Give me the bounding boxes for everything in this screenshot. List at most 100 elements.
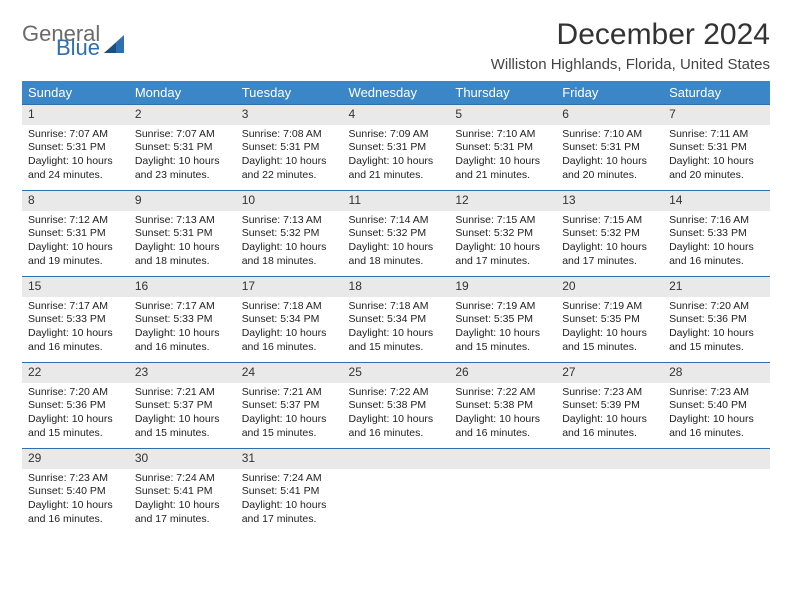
sunrise-text: Sunrise: 7:10 AM bbox=[562, 128, 657, 142]
sunrise-text: Sunrise: 7:18 AM bbox=[349, 300, 444, 314]
calendar-day-cell: 17 Sunrise: 7:18 AMSunset: 5:34 PMDayligh… bbox=[236, 276, 343, 362]
calendar-day-cell: 8Sunrise: 7:12 AMSunset: 5:31 PMDaylight… bbox=[22, 190, 129, 276]
sunset-text: Sunset: 5:35 PM bbox=[562, 313, 657, 327]
calendar-day-cell: 23Sunrise: 7:21 AMSunset: 5:37 PMDayligh… bbox=[129, 362, 236, 448]
sunrise-text: Sunrise: 7:14 AM bbox=[349, 214, 444, 228]
header-saturday: Saturday bbox=[663, 81, 770, 104]
sunrise-text: Sunrise: 7:22 AM bbox=[455, 386, 550, 400]
sunset-text: Sunset: 5:38 PM bbox=[349, 399, 444, 413]
sunset-text: Sunset: 5:34 PM bbox=[242, 313, 337, 327]
sunrise-text: Sunrise: 7:21 AM bbox=[135, 386, 230, 400]
day-content-empty bbox=[449, 469, 556, 529]
daylight-text: Daylight: 10 hours and 15 minutes. bbox=[349, 327, 444, 354]
day-content: Sunrise: 7:19 AMSunset: 5:35 PMDaylight:… bbox=[556, 297, 663, 361]
day-content: Sunrise: 7:14 AMSunset: 5:32 PMDaylight:… bbox=[343, 211, 450, 275]
day-number: 18 bbox=[343, 276, 450, 297]
day-content: Sunrise: 7:23 AMSunset: 5:40 PMDaylight:… bbox=[22, 469, 129, 533]
sunrise-text: Sunrise: 7:18 AM bbox=[242, 300, 337, 314]
calendar-day-cell: 3Sunrise: 7:08 AMSunset: 5:31 PMDaylight… bbox=[236, 104, 343, 190]
day-content-empty bbox=[663, 469, 770, 529]
calendar-day-cell: 14Sunrise: 7:16 AMSunset: 5:33 PMDayligh… bbox=[663, 190, 770, 276]
sunset-text: Sunset: 5:33 PM bbox=[28, 313, 123, 327]
day-number: 21 bbox=[663, 276, 770, 297]
sunset-text: Sunset: 5:36 PM bbox=[669, 313, 764, 327]
header-tuesday: Tuesday bbox=[236, 81, 343, 104]
calendar-day-cell: 28Sunrise: 7:23 AMSunset: 5:40 PMDayligh… bbox=[663, 362, 770, 448]
daylight-text: Daylight: 10 hours and 19 minutes. bbox=[28, 241, 123, 268]
calendar-day-cell: 16Sunrise: 7:17 AMSunset: 5:33 PMDayligh… bbox=[129, 276, 236, 362]
day-content: Sunrise: 7:22 AMSunset: 5:38 PMDaylight:… bbox=[343, 383, 450, 447]
sunrise-text: Sunrise: 7:17 AM bbox=[28, 300, 123, 314]
sunset-text: Sunset: 5:40 PM bbox=[669, 399, 764, 413]
daylight-text: Daylight: 10 hours and 15 minutes. bbox=[28, 413, 123, 440]
day-content: Sunrise: 7:07 AMSunset: 5:31 PMDaylight:… bbox=[22, 125, 129, 189]
day-header-row: Sunday Monday Tuesday Wednesday Thursday… bbox=[22, 81, 770, 104]
day-content: Sunrise: 7:11 AMSunset: 5:31 PMDaylight:… bbox=[663, 125, 770, 189]
sunrise-text: Sunrise: 7:19 AM bbox=[562, 300, 657, 314]
sunset-text: Sunset: 5:32 PM bbox=[242, 227, 337, 241]
calendar-day-cell: 18Sunrise: 7:18 AMSunset: 5:34 PMDayligh… bbox=[343, 276, 450, 362]
calendar-day-cell: 11Sunrise: 7:14 AMSunset: 5:32 PMDayligh… bbox=[343, 190, 450, 276]
day-number: 25 bbox=[343, 362, 450, 383]
daylight-text: Daylight: 10 hours and 16 minutes. bbox=[242, 327, 337, 354]
daylight-text: Daylight: 10 hours and 17 minutes. bbox=[242, 499, 337, 526]
sunset-text: Sunset: 5:31 PM bbox=[242, 141, 337, 155]
sunrise-text: Sunrise: 7:19 AM bbox=[455, 300, 550, 314]
calendar-day-cell: 7Sunrise: 7:11 AMSunset: 5:31 PMDaylight… bbox=[663, 104, 770, 190]
header-wednesday: Wednesday bbox=[343, 81, 450, 104]
day-content-empty bbox=[556, 469, 663, 529]
calendar-day-cell: 25Sunrise: 7:22 AMSunset: 5:38 PMDayligh… bbox=[343, 362, 450, 448]
calendar-day-cell bbox=[663, 448, 770, 534]
calendar-day-cell: 13Sunrise: 7:15 AMSunset: 5:32 PMDayligh… bbox=[556, 190, 663, 276]
day-number: 2 bbox=[129, 104, 236, 125]
day-content: Sunrise: 7:18 AMSunset: 5:34 PMDaylight:… bbox=[343, 297, 450, 361]
calendar-day-cell: 1Sunrise: 7:07 AMSunset: 5:31 PMDaylight… bbox=[22, 104, 129, 190]
day-number: 10 bbox=[236, 190, 343, 211]
day-number: 5 bbox=[449, 104, 556, 125]
brand-text-blue: Blue bbox=[56, 38, 100, 58]
day-content: Sunrise: 7:09 AMSunset: 5:31 PMDaylight:… bbox=[343, 125, 450, 189]
sunset-text: Sunset: 5:31 PM bbox=[349, 141, 444, 155]
day-content: Sunrise: 7:22 AMSunset: 5:38 PMDaylight:… bbox=[449, 383, 556, 447]
sunset-text: Sunset: 5:33 PM bbox=[669, 227, 764, 241]
calendar-day-cell: 5Sunrise: 7:10 AMSunset: 5:31 PMDaylight… bbox=[449, 104, 556, 190]
day-number: 17 bbox=[236, 276, 343, 297]
day-number: 12 bbox=[449, 190, 556, 211]
calendar-day-cell: 21Sunrise: 7:20 AMSunset: 5:36 PMDayligh… bbox=[663, 276, 770, 362]
sunrise-text: Sunrise: 7:11 AM bbox=[669, 128, 764, 142]
calendar-day-cell: 20Sunrise: 7:19 AMSunset: 5:35 PMDayligh… bbox=[556, 276, 663, 362]
sunrise-text: Sunrise: 7:07 AM bbox=[135, 128, 230, 142]
daylight-text: Daylight: 10 hours and 21 minutes. bbox=[455, 155, 550, 182]
sunrise-text: Sunrise: 7:15 AM bbox=[562, 214, 657, 228]
calendar-day-cell: 31Sunrise: 7:24 AMSunset: 5:41 PMDayligh… bbox=[236, 448, 343, 534]
daylight-text: Daylight: 10 hours and 15 minutes. bbox=[562, 327, 657, 354]
day-number: 11 bbox=[343, 190, 450, 211]
sunset-text: Sunset: 5:38 PM bbox=[455, 399, 550, 413]
day-content: Sunrise: 7:24 AMSunset: 5:41 PMDaylight:… bbox=[129, 469, 236, 533]
sunrise-text: Sunrise: 7:08 AM bbox=[242, 128, 337, 142]
day-content: Sunrise: 7:20 AMSunset: 5:36 PMDaylight:… bbox=[663, 297, 770, 361]
day-number: 26 bbox=[449, 362, 556, 383]
day-content: Sunrise: 7:15 AMSunset: 5:32 PMDaylight:… bbox=[449, 211, 556, 275]
page-header: General Blue December 2024 Williston Hig… bbox=[22, 18, 770, 73]
day-content: Sunrise: 7:12 AMSunset: 5:31 PMDaylight:… bbox=[22, 211, 129, 275]
calendar-week-row: 1Sunrise: 7:07 AMSunset: 5:31 PMDaylight… bbox=[22, 104, 770, 190]
sunrise-text: Sunrise: 7:20 AM bbox=[28, 386, 123, 400]
brand-sail-icon bbox=[104, 33, 128, 55]
calendar-week-row: 29Sunrise: 7:23 AMSunset: 5:40 PMDayligh… bbox=[22, 448, 770, 534]
sunrise-text: Sunrise: 7:23 AM bbox=[28, 472, 123, 486]
day-content: Sunrise: 7:16 AMSunset: 5:33 PMDaylight:… bbox=[663, 211, 770, 275]
day-number-empty bbox=[449, 448, 556, 469]
sunrise-text: Sunrise: 7:24 AM bbox=[242, 472, 337, 486]
daylight-text: Daylight: 10 hours and 16 minutes. bbox=[562, 413, 657, 440]
daylight-text: Daylight: 10 hours and 20 minutes. bbox=[562, 155, 657, 182]
day-content: Sunrise: 7:21 AMSunset: 5:37 PMDaylight:… bbox=[236, 383, 343, 447]
calendar-week-row: 22Sunrise: 7:20 AMSunset: 5:36 PMDayligh… bbox=[22, 362, 770, 448]
sunset-text: Sunset: 5:34 PM bbox=[349, 313, 444, 327]
sunrise-text: Sunrise: 7:13 AM bbox=[135, 214, 230, 228]
day-number-empty bbox=[343, 448, 450, 469]
daylight-text: Daylight: 10 hours and 17 minutes. bbox=[135, 499, 230, 526]
daylight-text: Daylight: 10 hours and 16 minutes. bbox=[669, 413, 764, 440]
sunrise-text: Sunrise: 7:24 AM bbox=[135, 472, 230, 486]
sunset-text: Sunset: 5:37 PM bbox=[242, 399, 337, 413]
